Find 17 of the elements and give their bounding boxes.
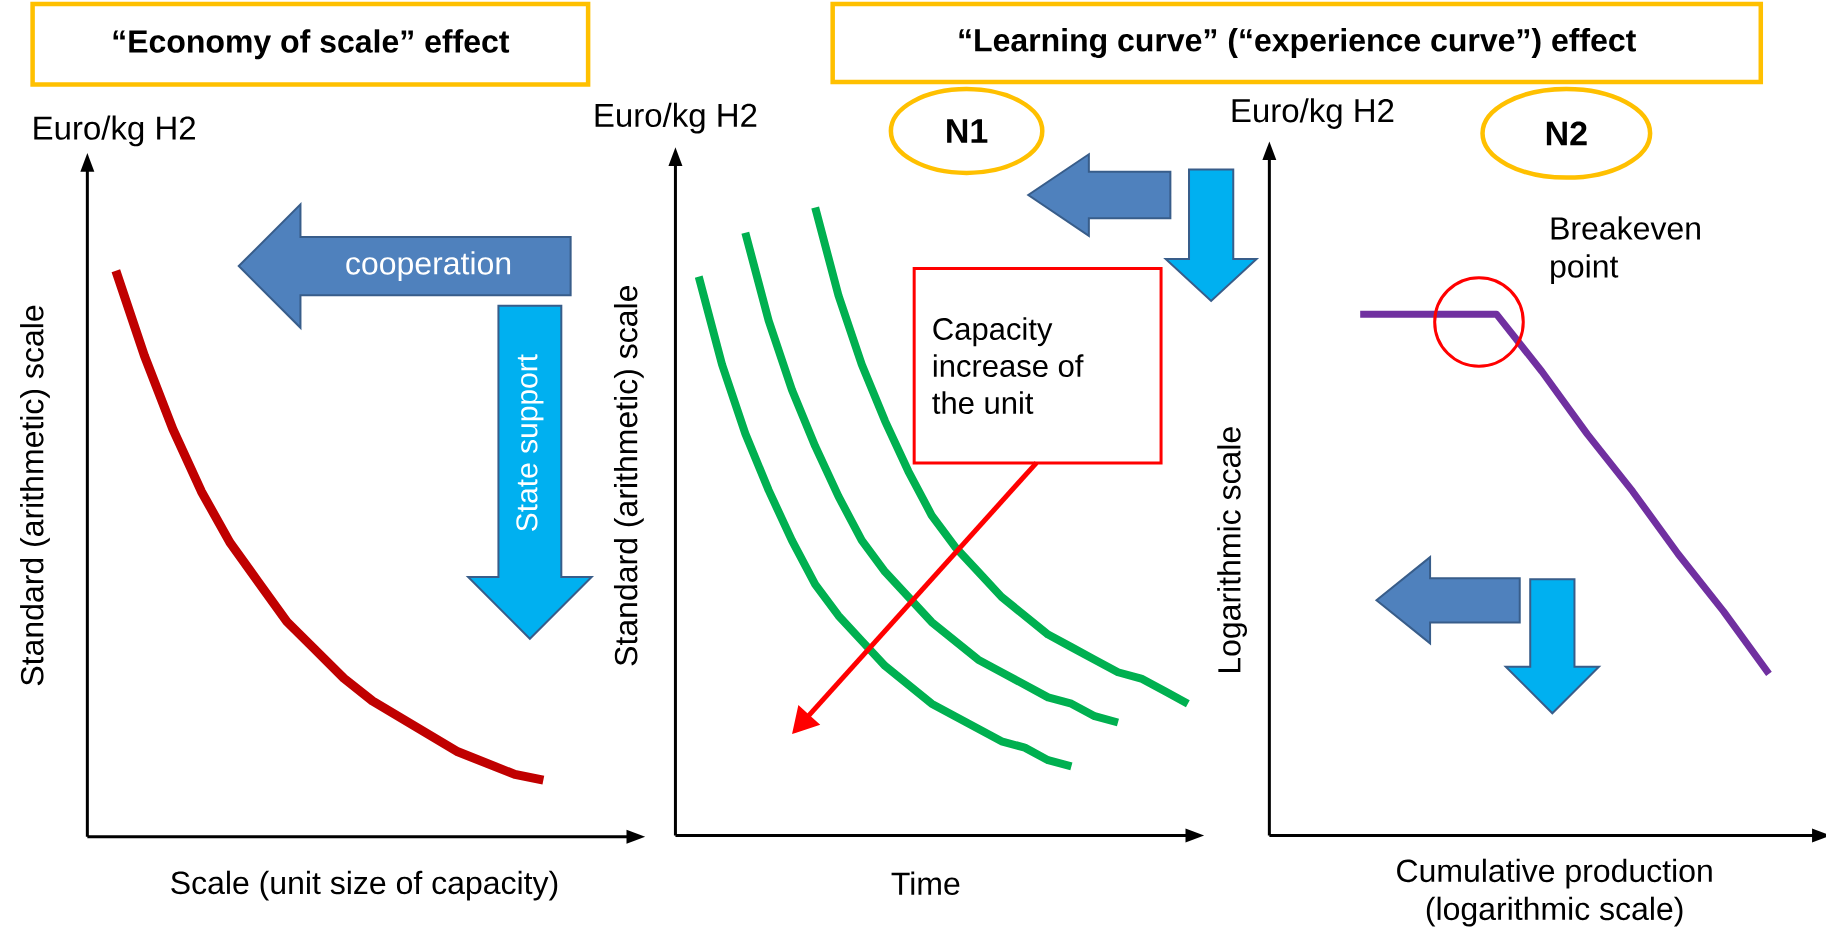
text: N1 [947, 119, 988, 143]
text: Breakeven point [1551, 216, 1700, 285]
text: N2 [1546, 121, 1587, 146]
text: Euro/kg H2 [34, 115, 195, 147]
x-axis-title: Time [891, 871, 960, 896]
y-axis-title: Standard (arithmetic) scale [20, 305, 50, 686]
y-axis-title: Standard (arithmetic) scale [613, 285, 644, 666]
y-axis-title: Logarithmic scale [1217, 427, 1247, 673]
text: “Learning curve” (“experience curve”) effect [959, 28, 1636, 59]
x-axis-title: Scale (unit size of capacity) [171, 870, 558, 901]
annotation: State support [516, 354, 544, 531]
annotation: cooperation [346, 251, 511, 281]
annotation: Capacity increase of the unit [932, 317, 1084, 415]
chart-title: “Economy of scale” effect [113, 29, 510, 60]
x-axis-title: Cumulative production (logarithmic scale) [1397, 858, 1712, 927]
text: Euro/kg H2 [1232, 98, 1394, 129]
text: Euro/kg H2 [595, 102, 757, 134]
